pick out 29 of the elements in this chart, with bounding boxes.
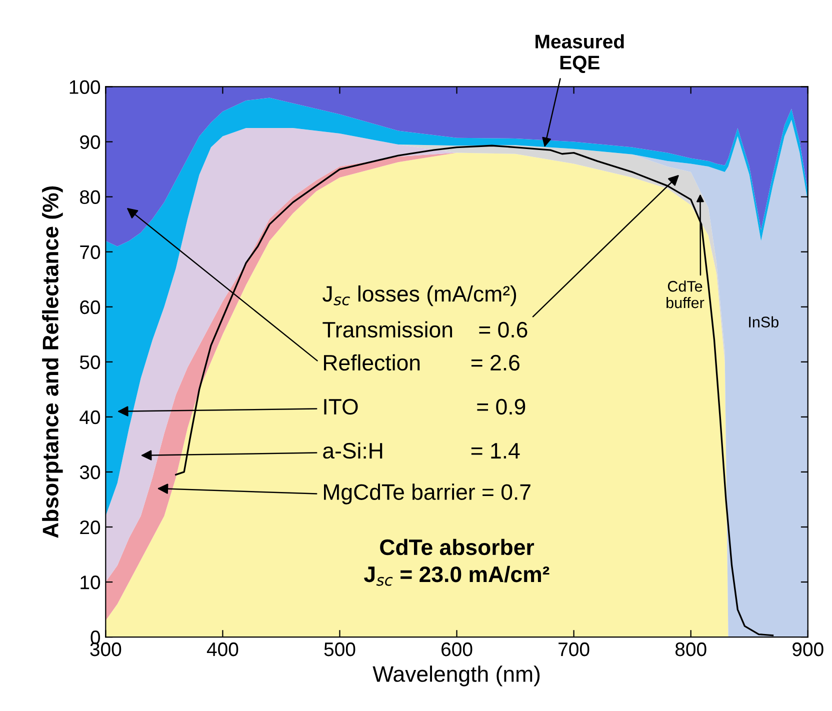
x-tick-label: 800 [675, 642, 706, 656]
x-tick-label: 600 [442, 642, 472, 656]
x-tick-label: 900 [792, 642, 824, 656]
annotation: a-Si:H = 1.4 [323, 442, 520, 459]
annotation: Transmission = 0.6 [322, 321, 528, 338]
annotation: Measured EQE [536, 34, 624, 74]
y-tick-label: 40 [80, 410, 100, 424]
x-tick-label: 500 [324, 642, 356, 656]
y-tick-label: 60 [80, 300, 100, 314]
y-tick-label: 20 [80, 520, 100, 534]
annotation: ITO = 0.9 [324, 398, 526, 415]
annotation: Reflection = 2.6 [324, 354, 520, 371]
x-tick-label: 400 [206, 642, 238, 656]
y-axis-title: Absorptance and Reflectance (%) [42, 186, 63, 538]
y-tick-label: 30 [80, 465, 100, 480]
y-tick-label: 10 [80, 575, 100, 590]
annotation: CdTe buffer [666, 280, 704, 308]
annotation: J$_{sc}$ losses (mA/cm²) [322, 285, 516, 306]
annotation: CdTe absorber J$_{sc}$ = 23.0 mA/cm² [364, 538, 550, 586]
y-tick-label: 80 [80, 190, 100, 204]
annotation: MgCdTe barrier = 0.7 [324, 484, 530, 504]
x-tick-label: 700 [558, 642, 590, 656]
annotation: InSb [749, 316, 778, 328]
x-axis-title: Wavelength (nm) [372, 666, 540, 686]
y-tick-label: 90 [80, 135, 100, 150]
y-tick-label: 100 [70, 80, 100, 94]
y-tick-label: 50 [80, 355, 100, 370]
x-tick-label: 300 [90, 642, 122, 656]
y-tick-label: 70 [80, 245, 100, 260]
